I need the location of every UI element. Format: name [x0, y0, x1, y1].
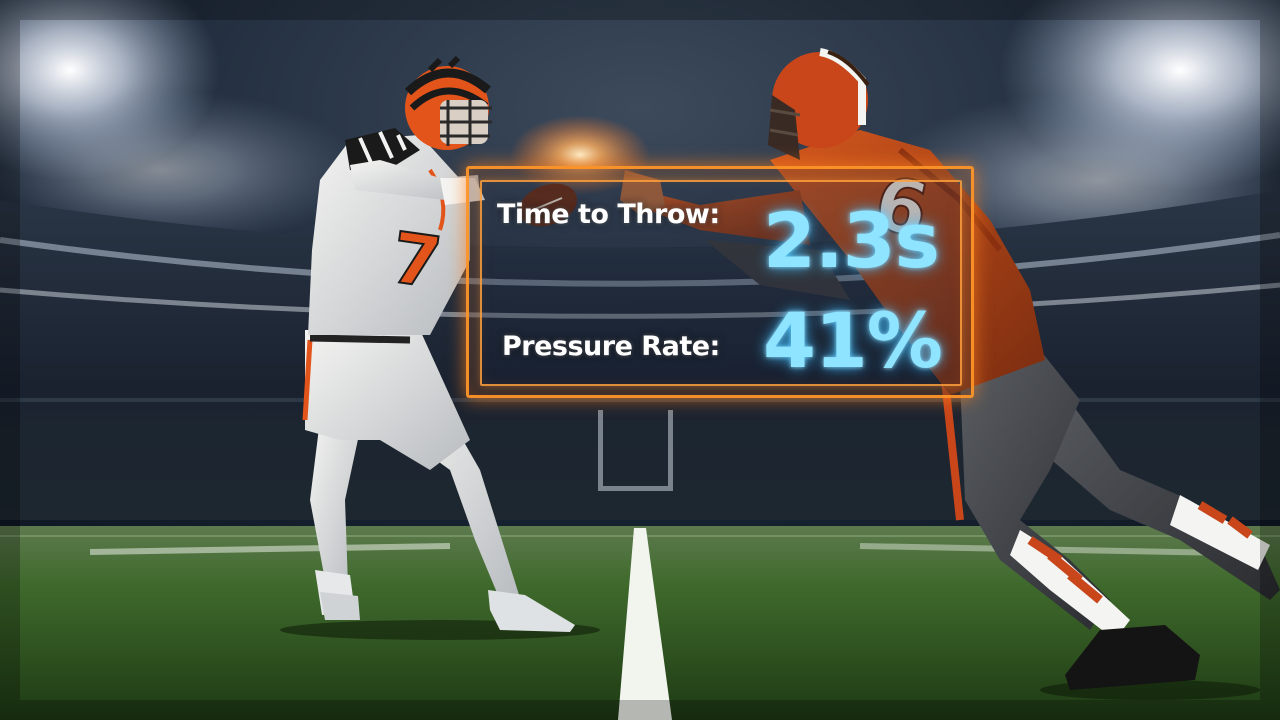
quarterback-jersey-number: 7 — [386, 216, 446, 304]
goal-post — [598, 410, 673, 491]
stat-overlay-outer-frame — [466, 166, 974, 398]
defender-player: 6 — [620, 48, 1280, 700]
time-to-throw-label: Time to Throw: — [497, 199, 720, 230]
defender-cleat — [1065, 625, 1200, 690]
time-to-throw-value: 2.3s — [763, 196, 940, 285]
stat-overlay-inner-frame — [480, 180, 962, 386]
yard-line — [618, 528, 672, 720]
pressure-rate-value: 41% — [763, 296, 943, 385]
lens-flare — [510, 115, 650, 195]
football — [518, 183, 578, 227]
pressure-rate-label: Pressure Rate: — [502, 331, 720, 362]
quarterback-player: 7 — [280, 55, 600, 640]
